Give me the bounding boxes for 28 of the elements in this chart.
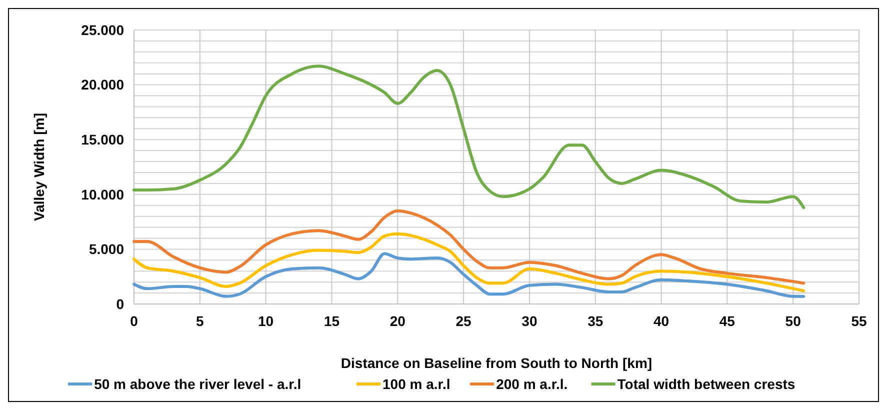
x-tick-label: 55 bbox=[851, 313, 867, 329]
x-tick-label: 40 bbox=[653, 313, 670, 329]
y-tick-label: 25.000 bbox=[81, 22, 124, 38]
legend-label: 100 m a.r.l bbox=[382, 376, 450, 392]
x-tick-label: 10 bbox=[258, 313, 274, 329]
line-series bbox=[132, 232, 806, 292]
x-tick-label: 0 bbox=[130, 313, 138, 329]
y-tick-label: 5.000 bbox=[88, 241, 124, 258]
x-tick-label: 45 bbox=[719, 313, 736, 329]
x-tick-label: 20 bbox=[390, 313, 406, 329]
line-series bbox=[132, 252, 806, 298]
y-tick-label: 0 bbox=[116, 296, 124, 312]
x-tick-label: 35 bbox=[588, 313, 604, 329]
legend-label: 50 m above the river level - a.r.l bbox=[94, 376, 302, 392]
legend-label: 200 m a.r.l. bbox=[496, 376, 568, 392]
x-axis-title: Distance on Baseline from South to North [km] bbox=[340, 355, 652, 371]
y-tick-label: 15.000 bbox=[81, 132, 124, 148]
line-series bbox=[132, 64, 806, 210]
line-series bbox=[132, 209, 806, 285]
x-tick-label: 50 bbox=[785, 313, 802, 329]
legend-label: Total width between crests bbox=[617, 376, 796, 392]
y-axis-title: Valley Width [m] bbox=[31, 112, 47, 222]
x-tick-label: 30 bbox=[522, 313, 538, 329]
x-tick-label: 15 bbox=[324, 313, 340, 329]
x-tick-label: 25 bbox=[456, 313, 472, 329]
y-tick-label: 20.000 bbox=[81, 76, 124, 93]
x-tick-label: 5 bbox=[196, 313, 204, 329]
y-tick-label: 10.000 bbox=[81, 186, 124, 202]
